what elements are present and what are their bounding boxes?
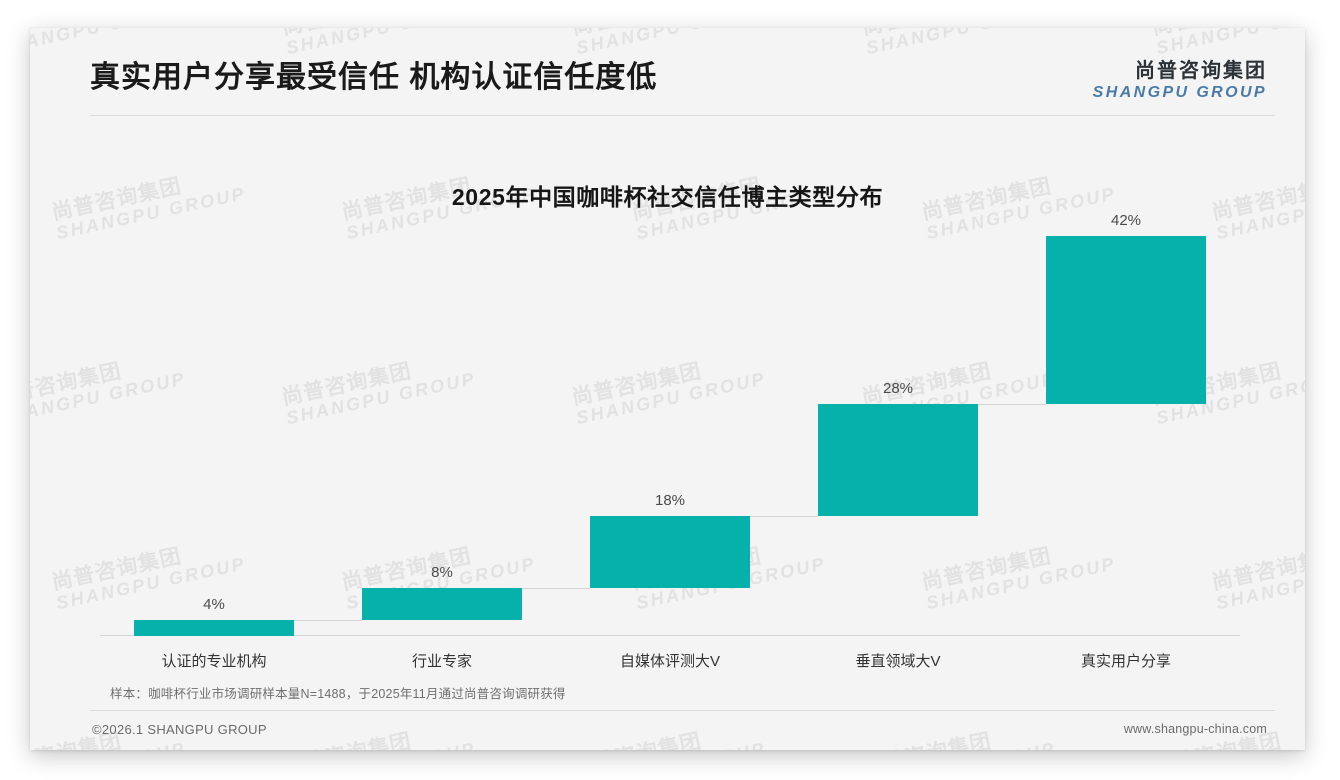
slide-footer: ©2026.1 SHANGPU GROUP www.shangpu-china.… (30, 711, 1305, 750)
logo-chinese-text: 尚普咨询集团 (1135, 60, 1267, 82)
footer-copyright: ©2026.1 SHANGPU GROUP (92, 722, 267, 737)
category-label-2: 自媒体评测大V (619, 653, 720, 670)
chart-area: 2025年中国咖啡杯社交信任博主类型分布 4% 认证的专业机构 8% 行业专家 18% 自… (30, 116, 1305, 676)
page-title: 真实用户分享最受信任 机构认证信任度低 (90, 61, 658, 94)
category-label-1: 行业专家 (411, 653, 472, 670)
bar-行业专家[interactable] (362, 588, 522, 620)
footer-website: www.shangpu-china.com (1123, 722, 1267, 736)
logo-english-text: SHANGPU GROUP (1092, 84, 1267, 101)
header-divider (90, 115, 1275, 116)
bar-value-label: 18% (654, 492, 686, 509)
bar-垂直领域大V[interactable] (818, 404, 978, 516)
slide-header: 真实用户分享最受信任 机构认证信任度低 尚普咨询集团 SHANGPU GROUP (30, 28, 1305, 116)
bar-真实用户分享[interactable] (1046, 236, 1206, 404)
waterfall-plot: 4% 认证的专业机构 8% 行业专家 18% 自媒体评测大V 28% 垂直领域大V 42% 真实用… (100, 212, 1240, 670)
category-label-3: 垂直领域大V (855, 653, 941, 670)
x-axis-line (100, 635, 1240, 636)
brand-logo: 尚普咨询集团 SHANGPU GROUP (1093, 54, 1267, 102)
footer-divider (90, 710, 1275, 711)
source-note: 样本：咖啡杯行业市场调研样本量N=1488，于2025年11月通过尚普咨询调研获… (110, 687, 566, 701)
chart-title: 2025年中国咖啡杯社交信任博主类型分布 (451, 184, 884, 210)
category-label-4: 真实用户分享 (1080, 653, 1171, 670)
category-label-0: 认证的专业机构 (161, 653, 267, 670)
bar-自媒体评测大V[interactable] (590, 516, 750, 588)
bar-value-label: 28% (882, 380, 914, 397)
bar-value-label: 4% (203, 596, 225, 613)
bar-value-label: 8% (431, 564, 453, 581)
bar-value-label: 42% (1110, 212, 1142, 229)
bar-认证的专业机构[interactable] (134, 620, 294, 636)
